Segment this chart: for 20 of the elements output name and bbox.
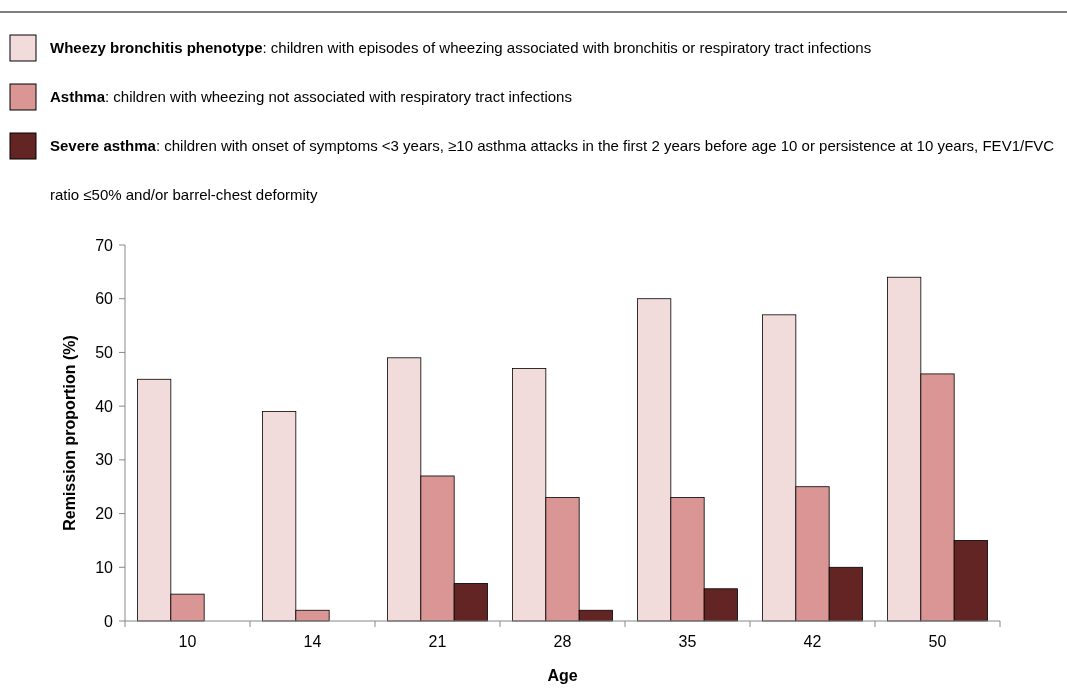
x-tick-label: 42 [803, 633, 822, 650]
x-tick-label: 35 [678, 633, 697, 650]
y-tick-label: 10 [95, 558, 114, 576]
x-tick-label: 28 [553, 633, 572, 650]
y-tick-label: 30 [95, 451, 114, 469]
legend-label: Wheezy bronchitis phenotype: children with episodes of wheezing associated with bronchitis or respiratory tract infections [50, 39, 872, 56]
y-tick-label: 50 [95, 344, 114, 362]
text: Severe asthma: children with onset of symptoms <3 years, ≥10 asthma attacks in the first 2 years before age 10 or persistence at 10 years, FEV1/FVC ratio ≤50% and/or barrel-chest deformity [50, 137, 1055, 203]
y-tick-label: 60 [95, 290, 114, 308]
x-axis-title: Age [547, 667, 578, 684]
x-tick-label: 50 [928, 633, 947, 650]
y-tick-label: 20 [95, 505, 114, 523]
y-tick-label: 70 [95, 236, 114, 254]
y-tick-label: 0 [104, 612, 114, 630]
y-tick-label: 40 [95, 397, 114, 415]
x-tick-label: 21 [428, 633, 447, 650]
x-tick-label: 10 [178, 633, 197, 650]
legend-label: Asthma: children with wheezing not associated with respiratory tract infections [50, 88, 572, 105]
y-axis-title: Remission proportion (%) [61, 335, 78, 531]
x-tick-label: 14 [303, 633, 322, 650]
